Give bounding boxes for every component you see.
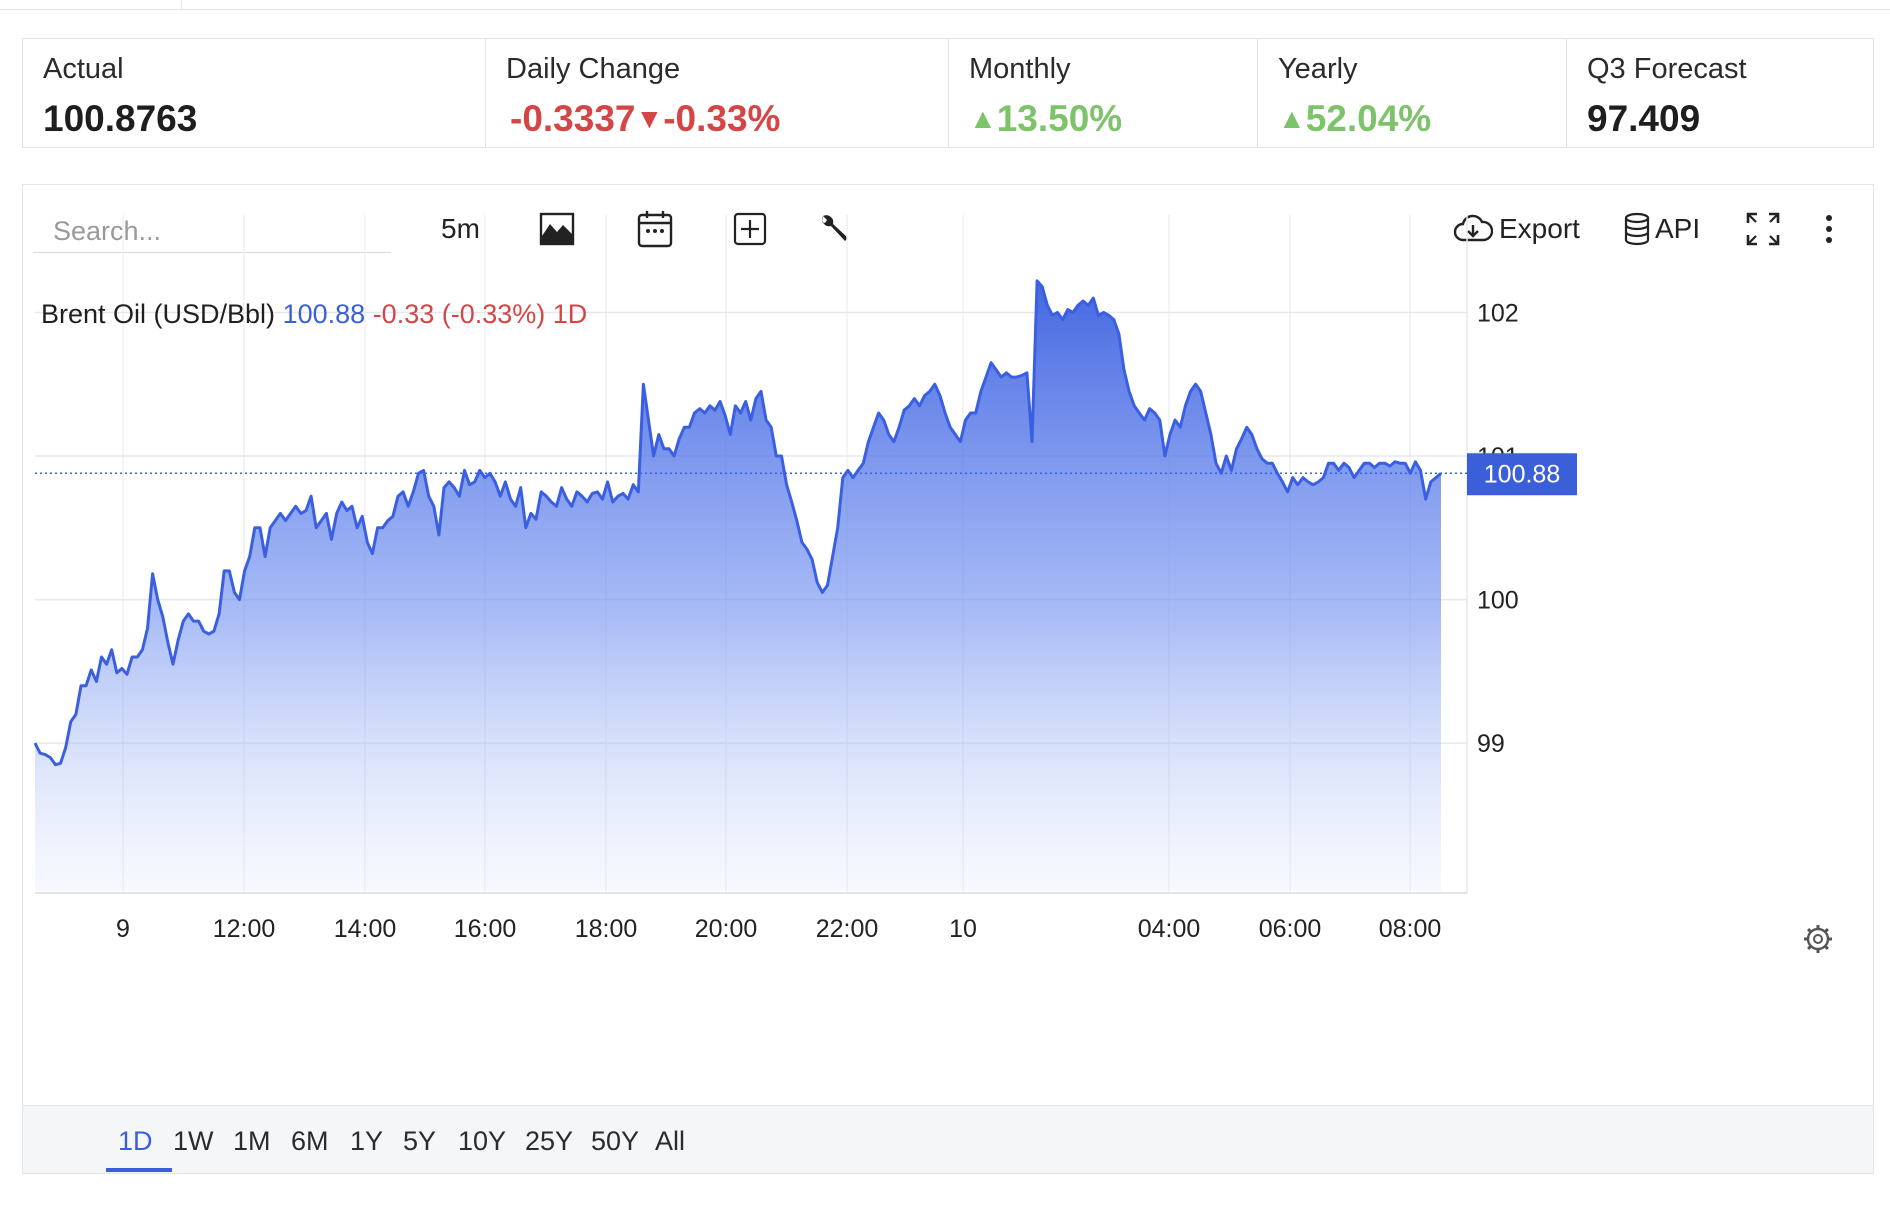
area-chart-icon: [539, 212, 575, 246]
database-icon: [1624, 212, 1650, 246]
top-tab[interactable]: [22, 0, 182, 10]
x-tick-label: 10: [949, 915, 977, 943]
stat-label: Yearly: [1278, 53, 1358, 85]
price-series-line: [33, 279, 1442, 767]
up-arrow-icon: ▲: [1278, 103, 1306, 134]
add-indicator-button[interactable]: [733, 205, 767, 253]
price-area-fill: [35, 280, 1441, 891]
api-label: API: [1655, 213, 1701, 244]
search-input[interactable]: Search...: [33, 209, 391, 253]
price-chart[interactable]: 99100101102100.88912:0014:0016:0018:0020…: [23, 185, 1873, 1105]
stat-value-percent: -0.33%: [663, 98, 781, 139]
x-tick-label: 22:00: [816, 915, 879, 943]
range-button-6m[interactable]: 6M: [291, 1126, 329, 1156]
stat-label: Q3 Forecast: [1587, 53, 1747, 85]
wrench-icon: [822, 215, 848, 241]
interval-label: 5m: [441, 213, 480, 244]
range-button-10y[interactable]: 10Y: [458, 1126, 507, 1156]
calendar-icon: [637, 211, 673, 248]
stat-label: Daily Change: [506, 53, 681, 85]
x-tick-label: 9: [116, 915, 130, 943]
chart-legend: Brent Oil (USD/Bbl) 100.88 -0.33 (-0.33%…: [41, 299, 587, 330]
stat-value: 97.409: [1587, 98, 1701, 139]
up-arrow-icon: ▲: [969, 103, 997, 134]
y-tick-label: 102: [1477, 299, 1519, 327]
range-button-1y[interactable]: 1Y: [350, 1126, 384, 1156]
export-button[interactable]: Export: [1453, 205, 1580, 253]
x-tick-label: 20:00: [695, 915, 758, 943]
api-button[interactable]: API: [1623, 205, 1700, 253]
range-selector: 1D 1W 1M 6M 1Y 5Y 10Y 25Y 50Y All: [23, 1105, 1873, 1173]
range-button-25y[interactable]: 25Y: [525, 1126, 574, 1156]
last-price-badge: [1467, 453, 1577, 496]
stat-actual: Actual 100.8763: [23, 39, 486, 147]
y-tick-label: 99: [1477, 730, 1505, 758]
stat-value: 13.50%: [996, 98, 1123, 139]
x-tick-label: 14:00: [334, 915, 397, 943]
range-button-all[interactable]: All: [655, 1126, 686, 1156]
y-tick-label: 100: [1477, 587, 1519, 615]
range-button-50y[interactable]: 50Y: [591, 1126, 640, 1156]
settings-tools-button[interactable]: [817, 205, 851, 253]
stat-q3-forecast: Q3 Forecast 97.409: [1567, 39, 1873, 147]
stat-value: -0.3337: [510, 98, 636, 139]
stat-value: 100.8763: [43, 98, 198, 139]
stat-daily-change: Daily Change -0.3337▼-0.33%: [486, 39, 949, 147]
legend-price: 100.88: [282, 299, 366, 329]
top-tab-strip: [0, 0, 1890, 10]
stat-label: Actual: [43, 53, 124, 85]
gear-icon[interactable]: [1804, 925, 1832, 953]
fullscreen-button[interactable]: [1745, 205, 1781, 253]
legend-change: -0.33 (-0.33%) 1D: [372, 299, 588, 329]
stats-row: Actual 100.8763 Daily Change -0.3337▼-0.…: [22, 38, 1874, 148]
x-tick-label: 04:00: [1138, 915, 1201, 943]
add-box-icon: [733, 212, 767, 246]
range-button-1d[interactable]: 1D: [118, 1126, 153, 1156]
legend-instrument: Brent Oil (USD/Bbl): [41, 299, 276, 329]
cloud-download-icon: [1453, 214, 1493, 242]
range-button-1m[interactable]: 1M: [233, 1126, 271, 1156]
range-button-5y[interactable]: 5Y: [403, 1126, 437, 1156]
more-vert-icon: [1826, 215, 1832, 243]
x-tick-label: 08:00: [1379, 915, 1442, 943]
range-button-1w[interactable]: 1W: [173, 1126, 214, 1156]
stat-value: 52.04%: [1305, 98, 1432, 139]
active-range-underline: [106, 1168, 172, 1172]
last-price-badge-label: 100.88: [1484, 460, 1560, 488]
more-options-button[interactable]: [1823, 205, 1835, 253]
chart-panel: Search... 5m: [22, 184, 1874, 1174]
down-arrow-icon: ▼: [635, 103, 664, 134]
fullscreen-icon: [1746, 212, 1780, 246]
x-tick-label: 18:00: [575, 915, 638, 943]
stat-label: Monthly: [969, 53, 1071, 85]
x-tick-label: 12:00: [213, 915, 276, 943]
chart-type-button[interactable]: [539, 205, 575, 253]
date-range-button[interactable]: [637, 205, 673, 253]
interval-button[interactable]: 5m: [441, 205, 480, 253]
stat-yearly: Yearly ▲52.04%: [1258, 39, 1567, 147]
x-tick-label: 06:00: [1259, 915, 1322, 943]
x-tick-label: 16:00: [454, 915, 517, 943]
stat-monthly: Monthly ▲13.50%: [949, 39, 1258, 147]
export-label: Export: [1499, 213, 1580, 244]
